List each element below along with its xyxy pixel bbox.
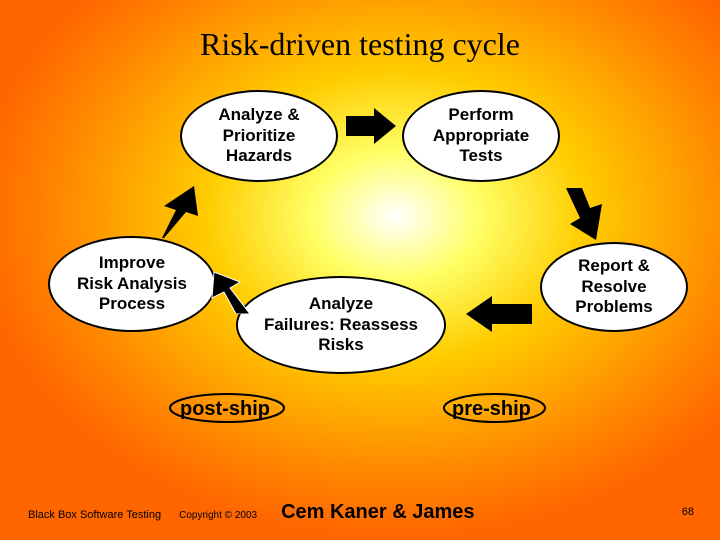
arrow-up-right-icon xyxy=(148,186,204,238)
label-postship: post-ship xyxy=(180,398,270,421)
arrow-down-right-icon xyxy=(556,188,612,240)
node-analyze-prioritize: Analyze &PrioritizeHazards xyxy=(180,90,338,182)
arrow-up-left-icon xyxy=(204,272,250,314)
footer-copyright-year: 2003 xyxy=(235,510,257,521)
arrow-right-icon xyxy=(346,108,396,144)
footer-author: Cem Kaner & James xyxy=(281,501,474,524)
node-label: Analyze &PrioritizeHazards xyxy=(212,105,305,166)
node-report-resolve: Report &ResolveProblems xyxy=(540,242,688,332)
node-improve-process: ImproveRisk AnalysisProcess xyxy=(48,236,216,332)
footer-copyright: Copyright © 2003 xyxy=(179,510,257,521)
page-number: 68 xyxy=(682,506,694,518)
node-label: PerformAppropriateTests xyxy=(427,105,535,166)
arrow-left-icon xyxy=(466,296,532,332)
node-analyze-failures: AnalyzeFailures: ReassessRisks xyxy=(236,276,446,374)
slide-title: Risk-driven testing cycle xyxy=(0,26,720,63)
node-label: Report &ResolveProblems xyxy=(569,256,658,317)
label-preship: pre-ship xyxy=(452,398,531,421)
node-perform-tests: PerformAppropriateTests xyxy=(402,90,560,182)
footer: Black Box Software Testing Copyright © 2… xyxy=(28,501,475,524)
footer-copyright-prefix: Copyright © xyxy=(179,510,232,521)
node-label: ImproveRisk AnalysisProcess xyxy=(71,253,193,314)
footer-source: Black Box Software Testing xyxy=(28,509,161,521)
node-label: AnalyzeFailures: ReassessRisks xyxy=(258,294,424,355)
